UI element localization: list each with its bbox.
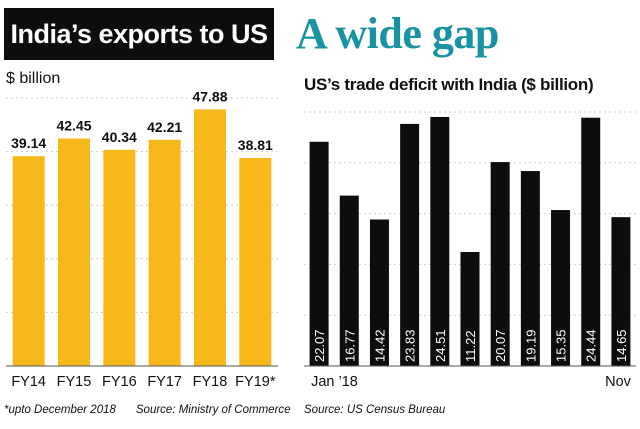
deficit-value-label: 20.07 bbox=[493, 329, 508, 362]
exports-x-tick: FY15 bbox=[57, 374, 92, 390]
exports-footnote-row: *upto December 2018 Source: Ministry of C… bbox=[4, 404, 291, 416]
deficit-value-label: 24.44 bbox=[584, 329, 599, 362]
exports-footnote: *upto December 2018 bbox=[4, 404, 116, 416]
deficit-bar bbox=[520, 171, 540, 366]
deficit-bar bbox=[611, 217, 631, 366]
deficit-bar bbox=[551, 210, 571, 366]
exports-bar bbox=[12, 156, 45, 366]
exports-bar bbox=[148, 139, 181, 366]
deficit-bar bbox=[581, 117, 601, 366]
page-headline: A wide gap bbox=[296, 9, 499, 58]
exports-value-label: 40.34 bbox=[102, 129, 137, 145]
exports-value-label: 42.45 bbox=[56, 117, 91, 133]
deficit-bar bbox=[400, 123, 420, 366]
exports-value-label: 39.14 bbox=[11, 135, 46, 151]
deficit-value-label: 23.83 bbox=[403, 329, 418, 362]
deficit-source: Source: US Census Bureau bbox=[304, 404, 446, 416]
exports-unit-label: $ billion bbox=[6, 70, 61, 87]
exports-chart-title: India’s exports to US bbox=[4, 8, 274, 60]
exports-source: Source: Ministry of Commerce bbox=[135, 404, 291, 416]
exports-x-tick: FY18 bbox=[193, 374, 228, 390]
deficit-x-tick-end: Nov bbox=[605, 374, 632, 390]
deficit-chart-title: US’s trade deficit with India ($ billion… bbox=[304, 75, 594, 94]
exports-value-label: 42.21 bbox=[147, 119, 182, 135]
deficit-value-label: 15.35 bbox=[554, 329, 569, 362]
deficit-bar bbox=[490, 162, 510, 366]
deficit-bar bbox=[460, 252, 480, 366]
exports-x-tick: FY19* bbox=[235, 374, 276, 390]
deficit-value-label: 14.65 bbox=[614, 329, 629, 362]
exports-bar bbox=[103, 149, 136, 366]
exports-x-tick: FY17 bbox=[147, 374, 182, 390]
exports-bar bbox=[194, 109, 226, 367]
deficit-bar bbox=[339, 195, 359, 366]
deficit-bar bbox=[309, 141, 329, 366]
deficit-value-label: 16.77 bbox=[342, 329, 357, 362]
exports-bar bbox=[239, 157, 272, 366]
deficit-bar bbox=[369, 219, 389, 366]
exports-bar bbox=[58, 138, 90, 366]
deficit-value-label: 14.42 bbox=[372, 329, 387, 362]
deficit-value-label: 24.51 bbox=[433, 329, 448, 362]
exports-value-label: 47.88 bbox=[192, 88, 227, 104]
exports-x-tick: FY16 bbox=[102, 374, 137, 390]
exports-value-label: 38.81 bbox=[238, 137, 273, 153]
deficit-value-label: 19.19 bbox=[523, 329, 538, 362]
deficit-value-label: 11.22 bbox=[463, 330, 478, 362]
deficit-bar bbox=[430, 116, 450, 367]
deficit-value-label: 22.07 bbox=[312, 329, 327, 362]
exports-x-tick: FY14 bbox=[11, 374, 46, 390]
deficit-x-tick-start: Jan ’18 bbox=[311, 374, 358, 390]
